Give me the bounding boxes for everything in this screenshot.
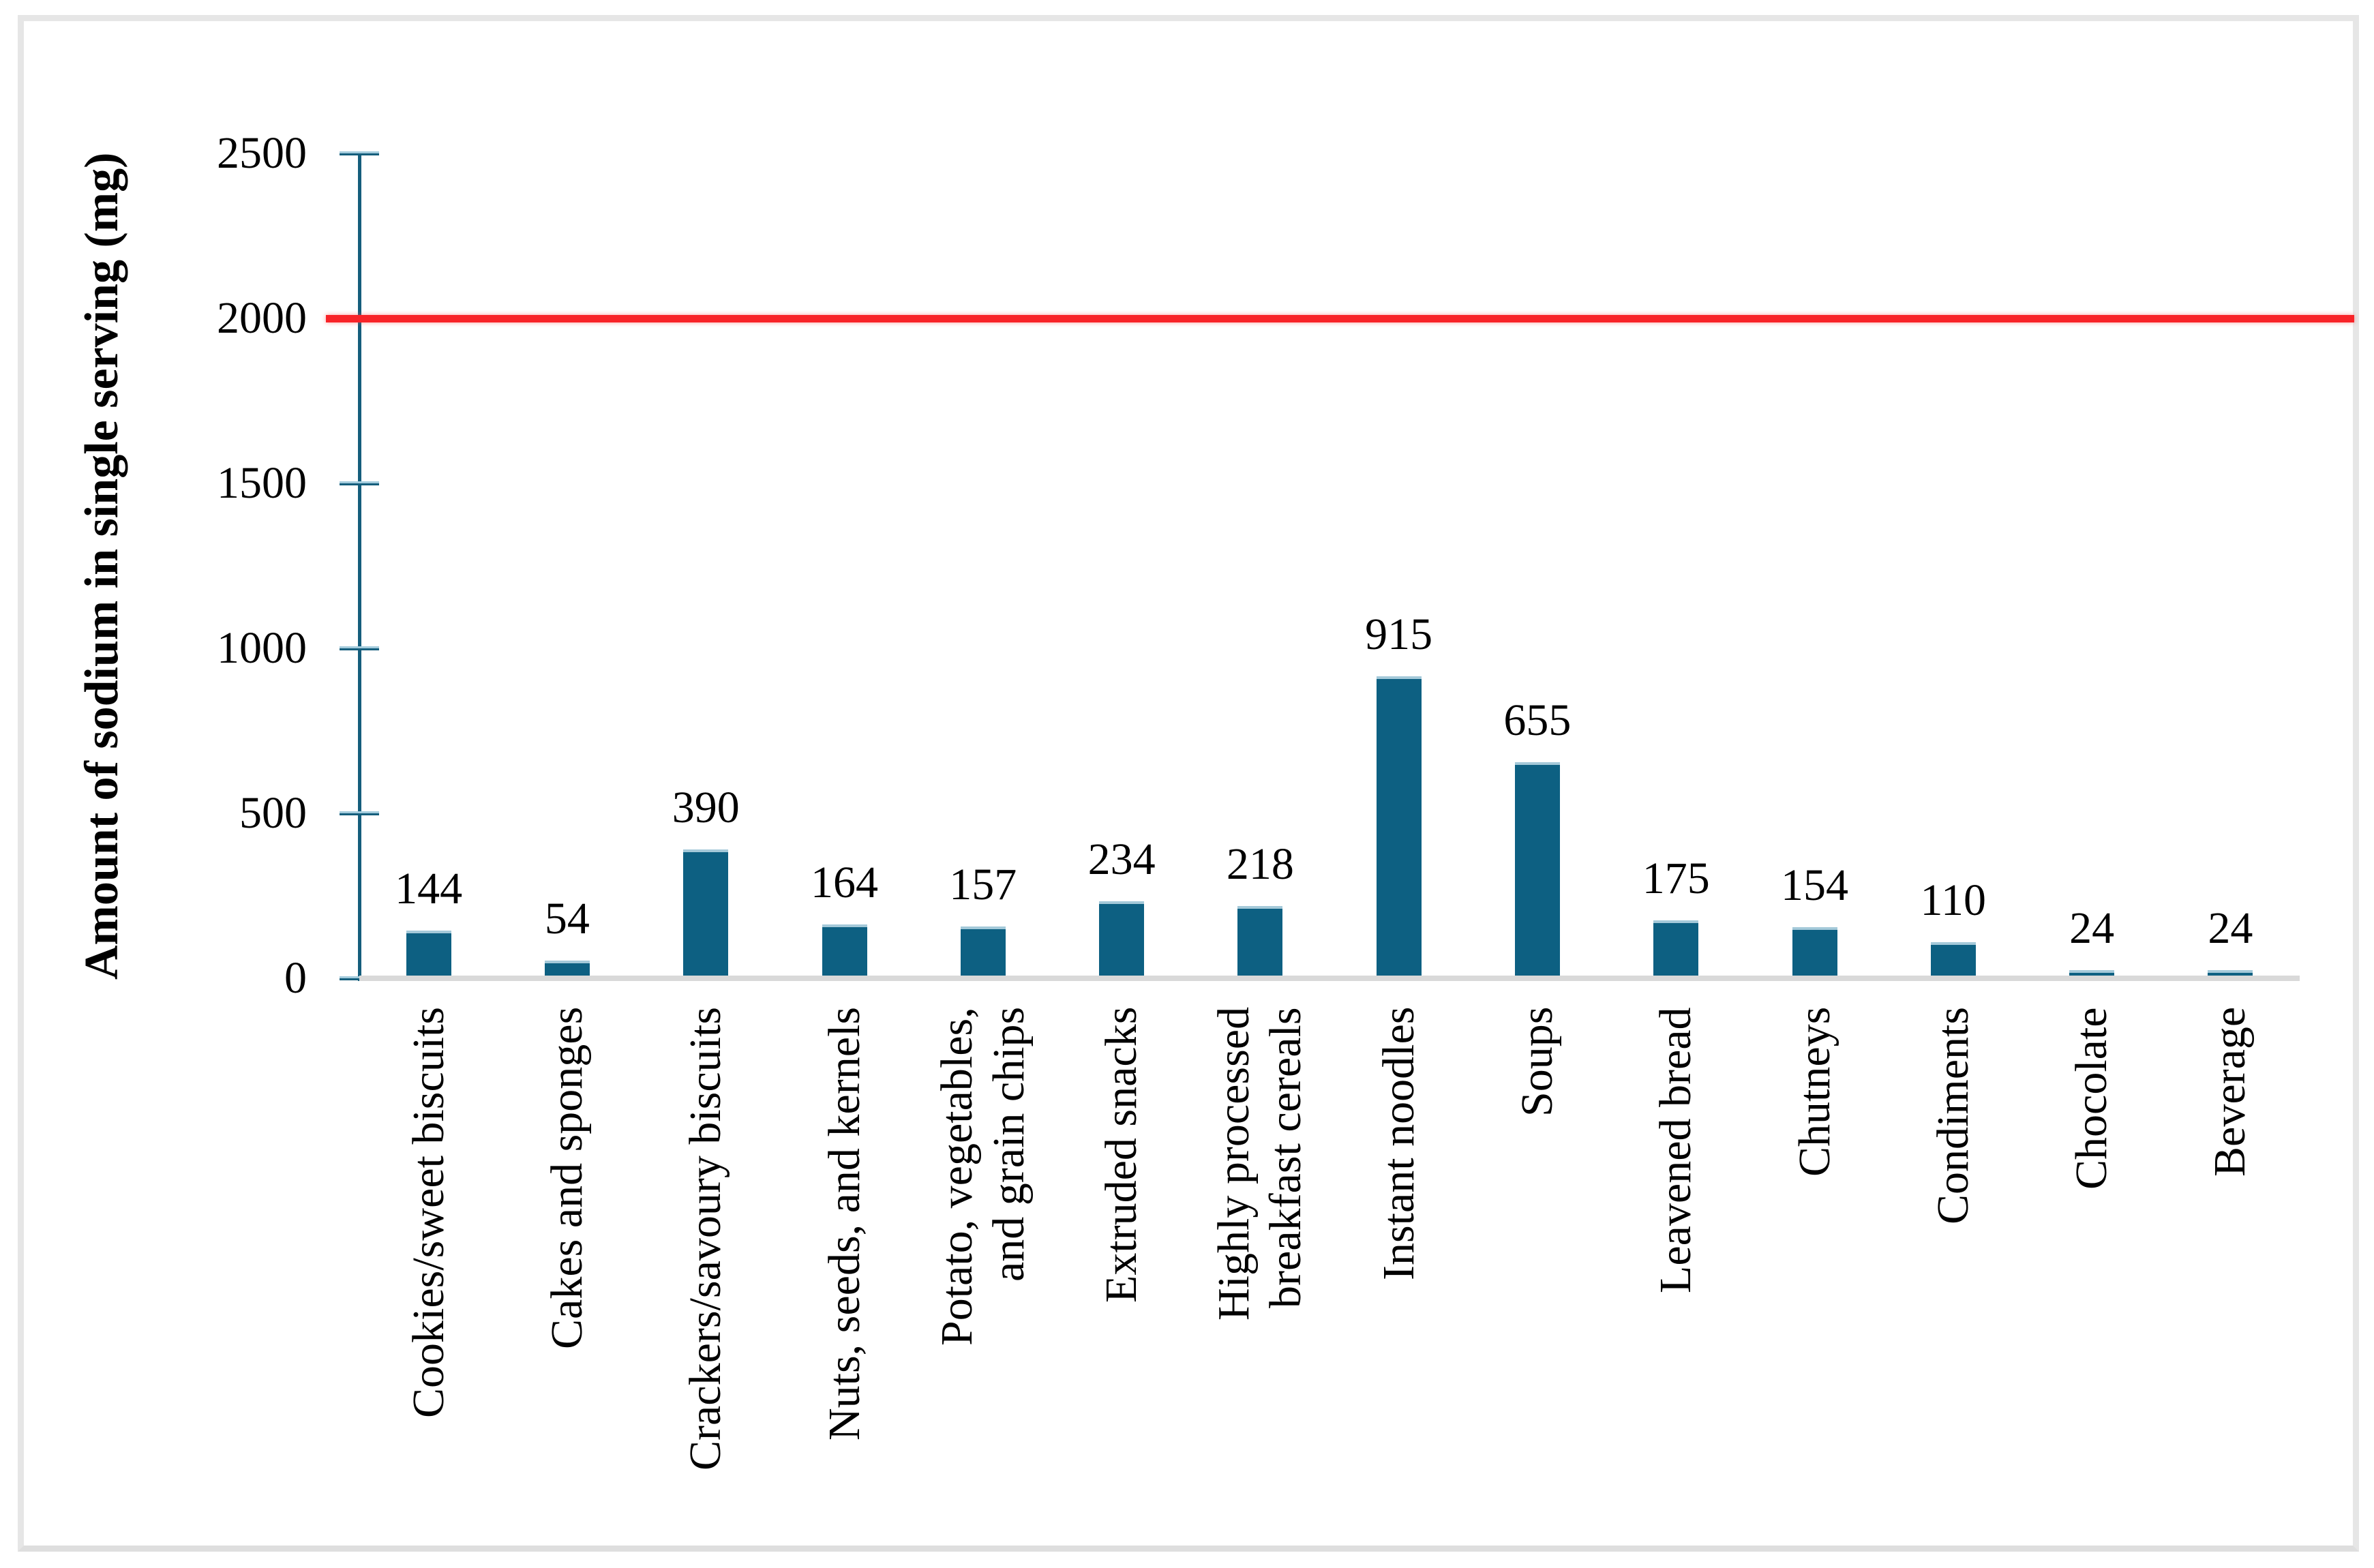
- x-category-label: Leavened bread: [1651, 1007, 1701, 1293]
- bar-value-label: 164: [811, 858, 878, 907]
- y-tick-label: 0: [284, 953, 307, 1003]
- y-tick-mark: [340, 811, 379, 815]
- bar-value-label: 175: [1642, 854, 1710, 903]
- bar: [683, 849, 728, 978]
- bar-value-label: 390: [672, 783, 740, 832]
- y-tick-mark: [340, 481, 379, 485]
- bar-value-label: 24: [2208, 903, 2253, 953]
- x-axis-line: [359, 976, 2300, 981]
- bar: [1237, 906, 1282, 978]
- bar: [1515, 762, 1560, 978]
- bar-value-label: 218: [1226, 839, 1294, 889]
- bar-value-label: 234: [1087, 834, 1156, 884]
- x-category-label: Highly processed breakfast cereals: [1209, 1007, 1311, 1321]
- bar-value-label: 157: [949, 860, 1017, 909]
- bar: [1931, 942, 1976, 978]
- y-axis-title: Amount of sodium in single serving (mg): [76, 152, 128, 980]
- chart-frame: Amount of sodium in single serving (mg) …: [18, 15, 2359, 1552]
- bar: [1099, 901, 1144, 978]
- bar: [822, 924, 867, 978]
- y-tick-label: 1000: [217, 623, 307, 673]
- y-tick-mark: [340, 151, 379, 155]
- y-tick-label: 2500: [217, 128, 307, 178]
- x-category-label: Instant noodles: [1373, 1007, 1424, 1281]
- x-category-label: Potato, vegetables, and grain chips: [931, 1007, 1034, 1346]
- bar: [1653, 920, 1698, 978]
- x-category-label: Nuts, seeds, and kernels: [819, 1007, 869, 1441]
- y-tick-label: 2000: [217, 293, 307, 343]
- reference-line-2000mg: [326, 315, 2354, 322]
- x-category-label: Chocolate: [2067, 1007, 2117, 1190]
- bar-value-label: 54: [544, 894, 590, 944]
- bar-value-label: 24: [2069, 903, 2115, 953]
- bar: [1377, 676, 1422, 978]
- x-category-label: Chutneys: [1789, 1007, 1839, 1177]
- bar-value-label: 655: [1503, 695, 1572, 745]
- y-tick-label: 1500: [217, 458, 307, 508]
- x-category-label: Condiments: [1927, 1007, 1978, 1225]
- x-category-label: Cakes and sponges: [541, 1007, 592, 1350]
- bar: [406, 931, 451, 978]
- y-tick-mark: [340, 646, 379, 650]
- x-category-label: Extruded snacks: [1096, 1007, 1147, 1303]
- bar-value-label: 154: [1781, 860, 1848, 910]
- x-category-label: Crackers/savoury biscuits: [680, 1007, 731, 1471]
- y-axis-line: [358, 153, 361, 981]
- y-tick-label: 500: [239, 788, 307, 838]
- bar-value-label: 915: [1365, 609, 1433, 659]
- x-category-label: Soups: [1512, 1007, 1562, 1117]
- bar-value-label: 110: [1920, 875, 1987, 925]
- bar: [545, 961, 590, 978]
- bar: [1792, 927, 1837, 978]
- x-category-label: Cookies/sweet biscuits: [403, 1007, 453, 1419]
- bar-value-label: 144: [395, 864, 463, 914]
- bar: [961, 926, 1006, 978]
- x-category-label: Beverage: [2205, 1007, 2255, 1177]
